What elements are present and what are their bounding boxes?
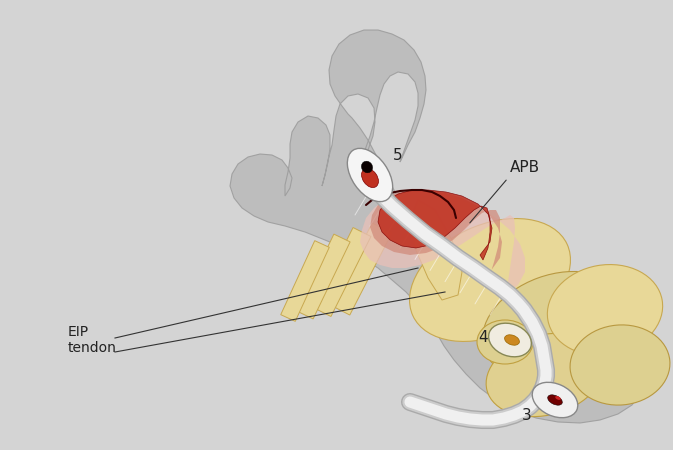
Polygon shape xyxy=(330,223,392,315)
Text: 5: 5 xyxy=(393,148,402,162)
Ellipse shape xyxy=(410,219,571,342)
Polygon shape xyxy=(313,228,371,316)
Polygon shape xyxy=(281,241,329,321)
Polygon shape xyxy=(297,234,350,319)
Polygon shape xyxy=(410,200,462,300)
Text: APB: APB xyxy=(510,161,540,176)
Ellipse shape xyxy=(532,382,578,418)
Polygon shape xyxy=(378,190,492,260)
Ellipse shape xyxy=(547,265,663,356)
Polygon shape xyxy=(230,30,648,423)
Ellipse shape xyxy=(555,396,561,400)
Text: 3: 3 xyxy=(522,408,532,423)
Ellipse shape xyxy=(505,335,520,345)
Polygon shape xyxy=(370,190,502,275)
Ellipse shape xyxy=(483,271,627,378)
Polygon shape xyxy=(360,192,525,295)
Ellipse shape xyxy=(347,148,392,202)
Ellipse shape xyxy=(361,161,373,173)
Ellipse shape xyxy=(489,323,532,357)
Text: 4: 4 xyxy=(478,330,488,346)
Ellipse shape xyxy=(361,168,378,188)
Ellipse shape xyxy=(570,325,670,405)
Ellipse shape xyxy=(548,395,563,405)
Ellipse shape xyxy=(486,333,604,417)
Text: EIP
tendon: EIP tendon xyxy=(68,325,117,355)
Ellipse shape xyxy=(477,320,533,364)
